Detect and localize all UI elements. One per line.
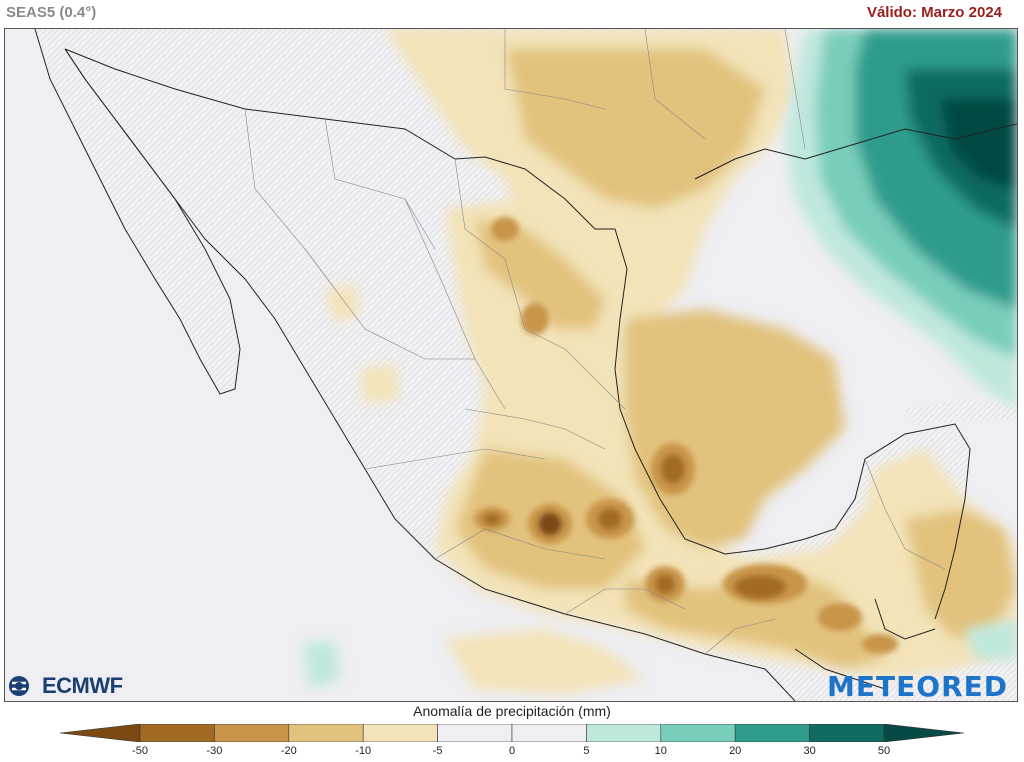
legend-tick-label: -5 bbox=[432, 745, 443, 757]
cuba-land bbox=[905, 399, 1017, 424]
legend-tick-label: 5 bbox=[583, 745, 590, 757]
ecmwf-logo: ECMWF bbox=[8, 672, 123, 700]
baja-california bbox=[35, 29, 240, 394]
legend-swatch bbox=[511, 724, 587, 742]
legend-tick-label: -50 bbox=[132, 745, 148, 757]
legend-swatch bbox=[734, 724, 810, 742]
precipitation-anomaly-map[interactable] bbox=[4, 28, 1018, 702]
legend-tick-label: -10 bbox=[355, 745, 372, 757]
strong-dry-anomaly-layer bbox=[474, 217, 898, 654]
map-header: SEAS5 (0.4°) Válido: Marzo 2024 bbox=[0, 0, 1024, 28]
meteored-logo: METEORED bbox=[827, 670, 1008, 703]
map-canvas bbox=[5, 29, 1017, 701]
legend-tick-label: 20 bbox=[729, 745, 742, 757]
legend-arrow-right bbox=[883, 724, 964, 742]
legend-swatch bbox=[214, 724, 290, 742]
legend-swatch bbox=[288, 724, 364, 742]
legend-tick-label: -20 bbox=[280, 745, 297, 757]
legend-swatch bbox=[139, 724, 215, 742]
legend-title: Anomalía de precipitación (mm) bbox=[413, 703, 611, 719]
legend-swatch bbox=[809, 724, 885, 742]
legend-swatch bbox=[362, 724, 438, 742]
legend-swatch bbox=[437, 724, 513, 742]
model-label: SEAS5 (0.4°) bbox=[6, 4, 97, 21]
legend-swatch bbox=[660, 724, 736, 742]
valid-date-label: Válido: Marzo 2024 bbox=[866, 4, 1002, 21]
legend-swatch bbox=[586, 724, 662, 742]
legend-tick-labels: -50 -30 -20 -10 -5 0 5 10 20 30 50 bbox=[0, 745, 1024, 761]
legend-tick-label: -30 bbox=[206, 745, 223, 757]
legend-arrow-left bbox=[60, 724, 141, 742]
legend-tick-label: 50 bbox=[877, 745, 891, 757]
ecmwf-logo-icon bbox=[9, 676, 29, 696]
state-borders bbox=[244, 29, 946, 655]
wet-anomaly-layer bbox=[303, 29, 1017, 689]
legend-tick-label: 30 bbox=[803, 745, 816, 757]
legend-tick-label: 10 bbox=[654, 745, 667, 757]
ecmwf-logo-text: ECMWF bbox=[42, 673, 123, 698]
legend-colorbar bbox=[60, 724, 964, 742]
legend-tick-label: 0 bbox=[508, 745, 516, 757]
